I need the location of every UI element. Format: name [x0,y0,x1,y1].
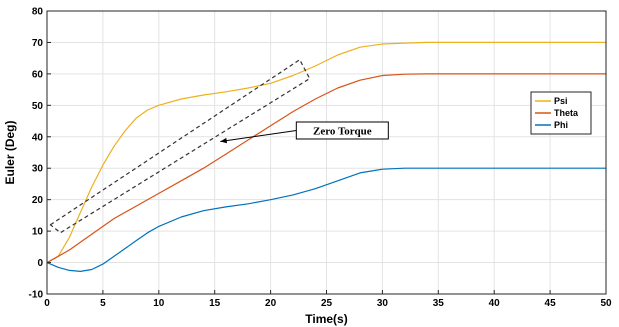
x-tick-label: 0 [44,298,50,309]
y-axis-title: Euler (Deg) [3,120,17,184]
legend-label-theta: Theta [554,108,579,118]
series-layer [46,41,606,272]
series-line-theta [46,73,606,264]
legend-label-phi: Phi [554,120,568,130]
x-tick-label: 30 [377,298,389,309]
x-tick-label: 45 [545,298,557,309]
x-tick-label: 5 [100,298,106,309]
annotation-label: Zero Torque [313,125,372,137]
y-tick-label: 60 [32,69,44,80]
zero-torque-region-box [49,59,311,234]
x-tick-label: 35 [433,298,445,309]
y-tick-label: 50 [32,101,44,112]
y-tick-label: 10 [32,227,44,238]
series-line-phi [46,167,606,272]
annotation-layer: Zero Torque [49,59,389,234]
annotation-label-box [295,121,389,140]
x-tick-label: 20 [265,298,277,309]
x-tick-label: 50 [600,298,612,309]
y-tick-label: -10 [29,290,44,301]
grid-layer [46,10,607,295]
x-axis-title: Time(s) [305,312,347,326]
y-tick-label: 70 [32,38,44,49]
annotation-arrow-shaft [220,129,297,142]
x-tick-label: 10 [153,298,165,309]
legend-layer: Psi Theta Phi [530,91,592,135]
legend-label-psi: Psi [554,96,568,106]
y-tick-label: 0 [37,258,43,269]
x-tick-label: 25 [321,298,333,309]
y-tick-label: 20 [32,195,44,206]
x-tick-label: 15 [209,298,221,309]
y-tick-label: 30 [32,164,44,175]
annotation-arrow-head [220,137,228,144]
x-tick-label: 40 [489,298,501,309]
y-tick-label: 40 [32,132,44,143]
series-line-psi [46,41,606,264]
y-tick-label: 80 [32,7,44,18]
